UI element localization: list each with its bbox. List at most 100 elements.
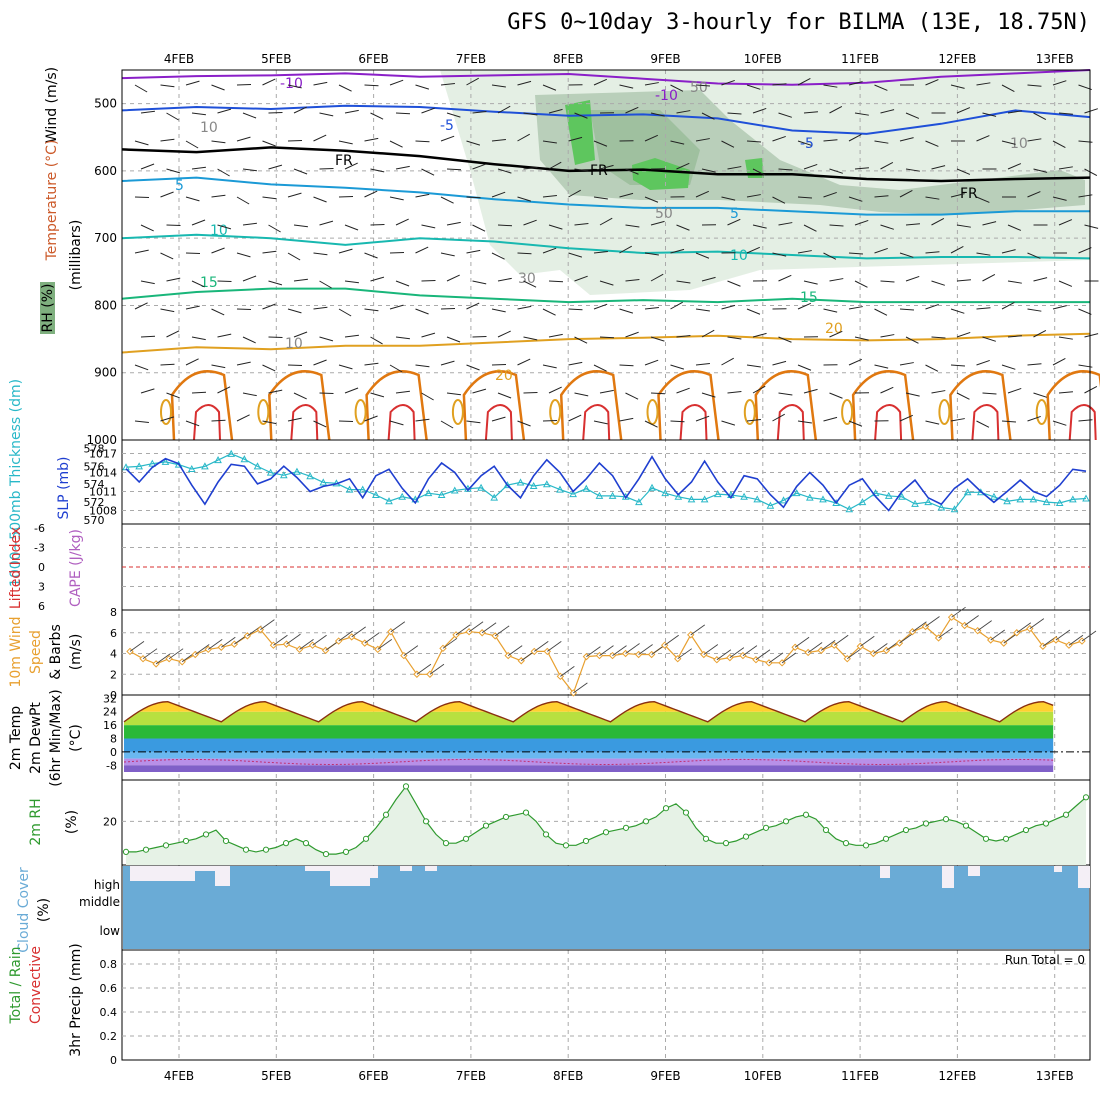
wind10-barb — [599, 645, 614, 656]
rh2m-point — [842, 840, 850, 847]
wind-barb — [344, 224, 359, 231]
thickness-point — [503, 481, 512, 489]
rh2m-area — [126, 786, 1086, 865]
thickness-point — [174, 460, 183, 468]
temp-band — [124, 701, 1054, 712]
wind-barb — [236, 414, 250, 422]
y-tick-thickness: 574 — [84, 478, 105, 491]
wind10-barb — [860, 635, 875, 647]
wind-barb — [874, 195, 889, 198]
thickness-point — [569, 490, 577, 498]
wind-barb — [497, 392, 512, 399]
wind-barb — [976, 135, 990, 142]
wind-barb — [619, 245, 632, 254]
thickness-point — [740, 492, 748, 500]
wind-barb — [721, 140, 735, 148]
cloud-clear-patch — [1054, 866, 1062, 872]
wind-barb — [319, 280, 332, 289]
x-tick-top: 8FEB — [553, 52, 583, 66]
wind-barb — [905, 275, 920, 282]
wind-barb — [931, 165, 946, 170]
thickness-point — [266, 468, 275, 476]
contour-label: 10 — [200, 120, 218, 136]
thickness-point — [845, 505, 854, 513]
wind-barb — [854, 336, 869, 341]
wind-barb — [313, 359, 327, 366]
rh2m-point — [482, 822, 490, 829]
wind-barb — [899, 414, 913, 422]
wind10-barb — [168, 648, 184, 660]
thickness-point — [635, 498, 643, 506]
wind-barb — [950, 84, 965, 89]
wind10-barb — [221, 636, 236, 648]
wind-barb — [395, 280, 410, 287]
wind-barb — [364, 84, 379, 87]
wind-barb — [1033, 112, 1047, 121]
wind10-barb — [260, 619, 275, 631]
temp-contour — [121, 287, 1090, 304]
y-tick-precip: 0.4 — [100, 1006, 118, 1019]
wind-barb — [217, 224, 232, 230]
wind-barb — [140, 280, 155, 285]
wind-barb — [344, 162, 358, 170]
cloud-clear-patch — [130, 866, 195, 881]
wind-barb — [931, 390, 946, 394]
wind-barb — [548, 224, 563, 230]
wind10-barb — [912, 621, 927, 633]
thickness-point — [437, 490, 446, 498]
thickness-point — [477, 483, 485, 491]
wind-barb — [803, 388, 818, 394]
wind-barb — [905, 392, 920, 397]
y-tick-temp: 0 — [110, 746, 117, 759]
wind-barb — [956, 279, 971, 282]
cloud-clear-patch — [880, 866, 890, 878]
ylabel-speed: Speed — [28, 630, 44, 674]
wind10-barb — [612, 645, 627, 656]
rh2m-point — [902, 826, 910, 834]
ylabel-millibars: (millibars) — [68, 220, 84, 291]
thickness-point — [911, 499, 919, 507]
wind-barb — [905, 223, 920, 226]
wind-barb — [242, 168, 257, 172]
rh2m-point — [542, 831, 550, 838]
wind10-barb — [1068, 634, 1084, 646]
wind-barb — [931, 336, 946, 339]
wind-barb — [778, 336, 792, 343]
rh2m-point — [202, 831, 210, 838]
wind-barb — [593, 303, 608, 310]
wind10-barb — [416, 663, 432, 675]
wind-barb — [772, 252, 787, 257]
wind-barb — [415, 308, 429, 315]
wind-barb — [217, 108, 232, 114]
wind-barb — [415, 140, 430, 143]
wind-barb — [701, 329, 715, 338]
wind-barb — [421, 224, 436, 229]
wind-barb — [517, 420, 531, 427]
wind-barb — [803, 163, 818, 170]
wind-barb — [625, 106, 639, 114]
wind-barb — [956, 168, 971, 175]
wind-barb — [160, 416, 175, 422]
wind-barb — [880, 280, 895, 283]
wind-barb — [262, 303, 276, 310]
wind-barb — [472, 163, 486, 170]
thickness-point — [424, 489, 433, 497]
rh2m-point — [622, 824, 630, 831]
wind-barb — [287, 308, 302, 314]
wind-barb — [625, 392, 639, 400]
wind-barb — [746, 140, 762, 143]
wind-barb — [287, 252, 301, 261]
wind-barb — [262, 140, 276, 147]
wind-barb — [370, 276, 385, 282]
thickness-point — [148, 459, 157, 467]
wind-barb — [440, 196, 454, 204]
thickness-point — [792, 489, 801, 497]
wind-barb — [874, 364, 889, 369]
wind-barb — [466, 420, 481, 424]
wind-barb — [217, 168, 230, 177]
wind-barb — [491, 139, 506, 142]
wind-barb — [752, 385, 766, 394]
wind10-barb — [820, 640, 836, 651]
wind-barb — [848, 252, 864, 255]
wind-barb — [389, 140, 403, 148]
